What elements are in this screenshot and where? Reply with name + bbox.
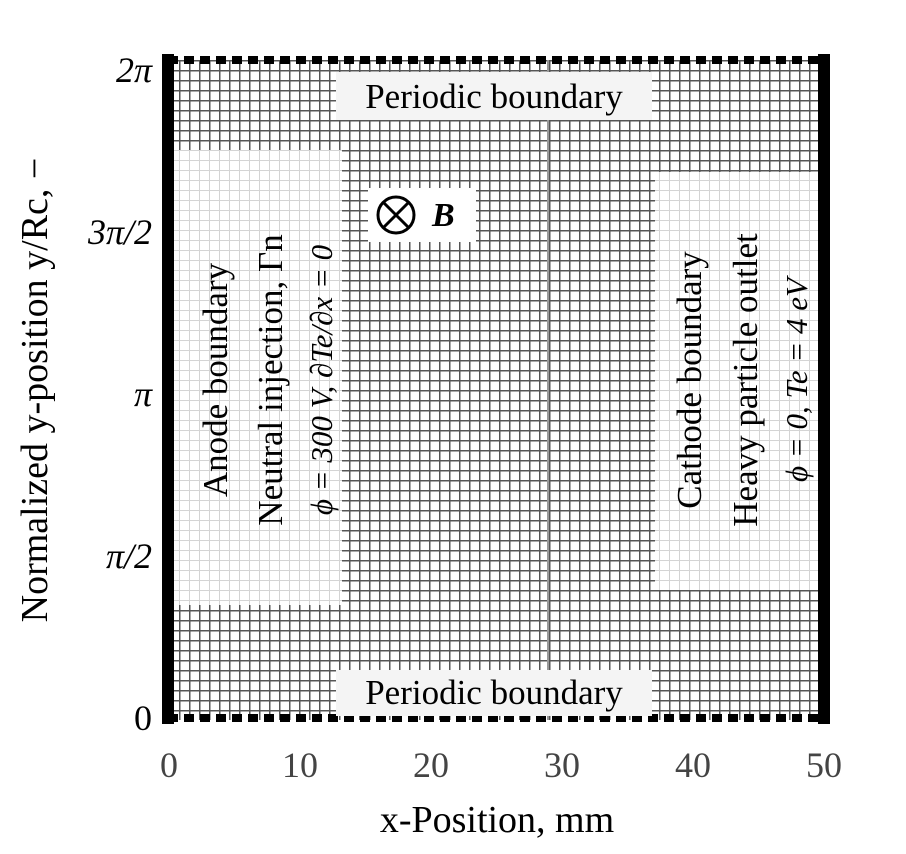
x-tick-label: 30 [544,745,580,785]
x-tick-label: 10 [282,745,318,785]
top-periodic-boundary-label: Periodic boundary [336,72,652,120]
x-tick-label: 50 [806,745,842,785]
y-tick-label: 2π [116,50,153,90]
anode-line-2: Neutral injection, Γn [251,234,290,525]
y-axis-ticks: 0 π/2 π 3π/2 2π [87,50,153,738]
anode-boundary-label: Anode boundary Neutral injection, Γn ϕ =… [196,234,339,525]
cathode-boundary-label: Cathode boundary Heavy particle outlet ϕ… [670,233,814,527]
y-tick-label: 3π/2 [87,212,152,252]
anode-line-1: Anode boundary [196,262,235,497]
field-into-page-icon [376,195,416,235]
x-tick-label: 20 [413,745,449,785]
x-tick-label: 40 [675,745,711,785]
top-boundary-text: Periodic boundary [365,77,623,116]
x-axis-ticks: 0 10 20 30 40 50 [160,745,842,785]
magnetic-field-marker: B [368,188,476,242]
y-tick-label: π/2 [106,536,152,576]
cathode-line-2: Heavy particle outlet [726,233,765,527]
cathode-line-3: ϕ = 0, Te = 4 eV [779,275,814,482]
domain-frame [162,54,830,724]
y-axis-label: Normalized y-position y/Rc, − [14,158,56,623]
y-tick-label: π [134,374,153,414]
mesh-grid [169,60,826,720]
x-axis-label: x-Position, mm [380,799,614,841]
anode-line-3: ϕ = 300 V, ∂Te/∂x = 0 [304,244,339,515]
y-tick-label: 0 [134,698,152,738]
cathode-line-1: Cathode boundary [670,251,709,509]
field-label: B [431,197,455,234]
bottom-boundary-text: Periodic boundary [365,673,623,712]
bottom-periodic-boundary-label: Periodic boundary [336,670,652,716]
x-tick-label: 0 [160,745,178,785]
